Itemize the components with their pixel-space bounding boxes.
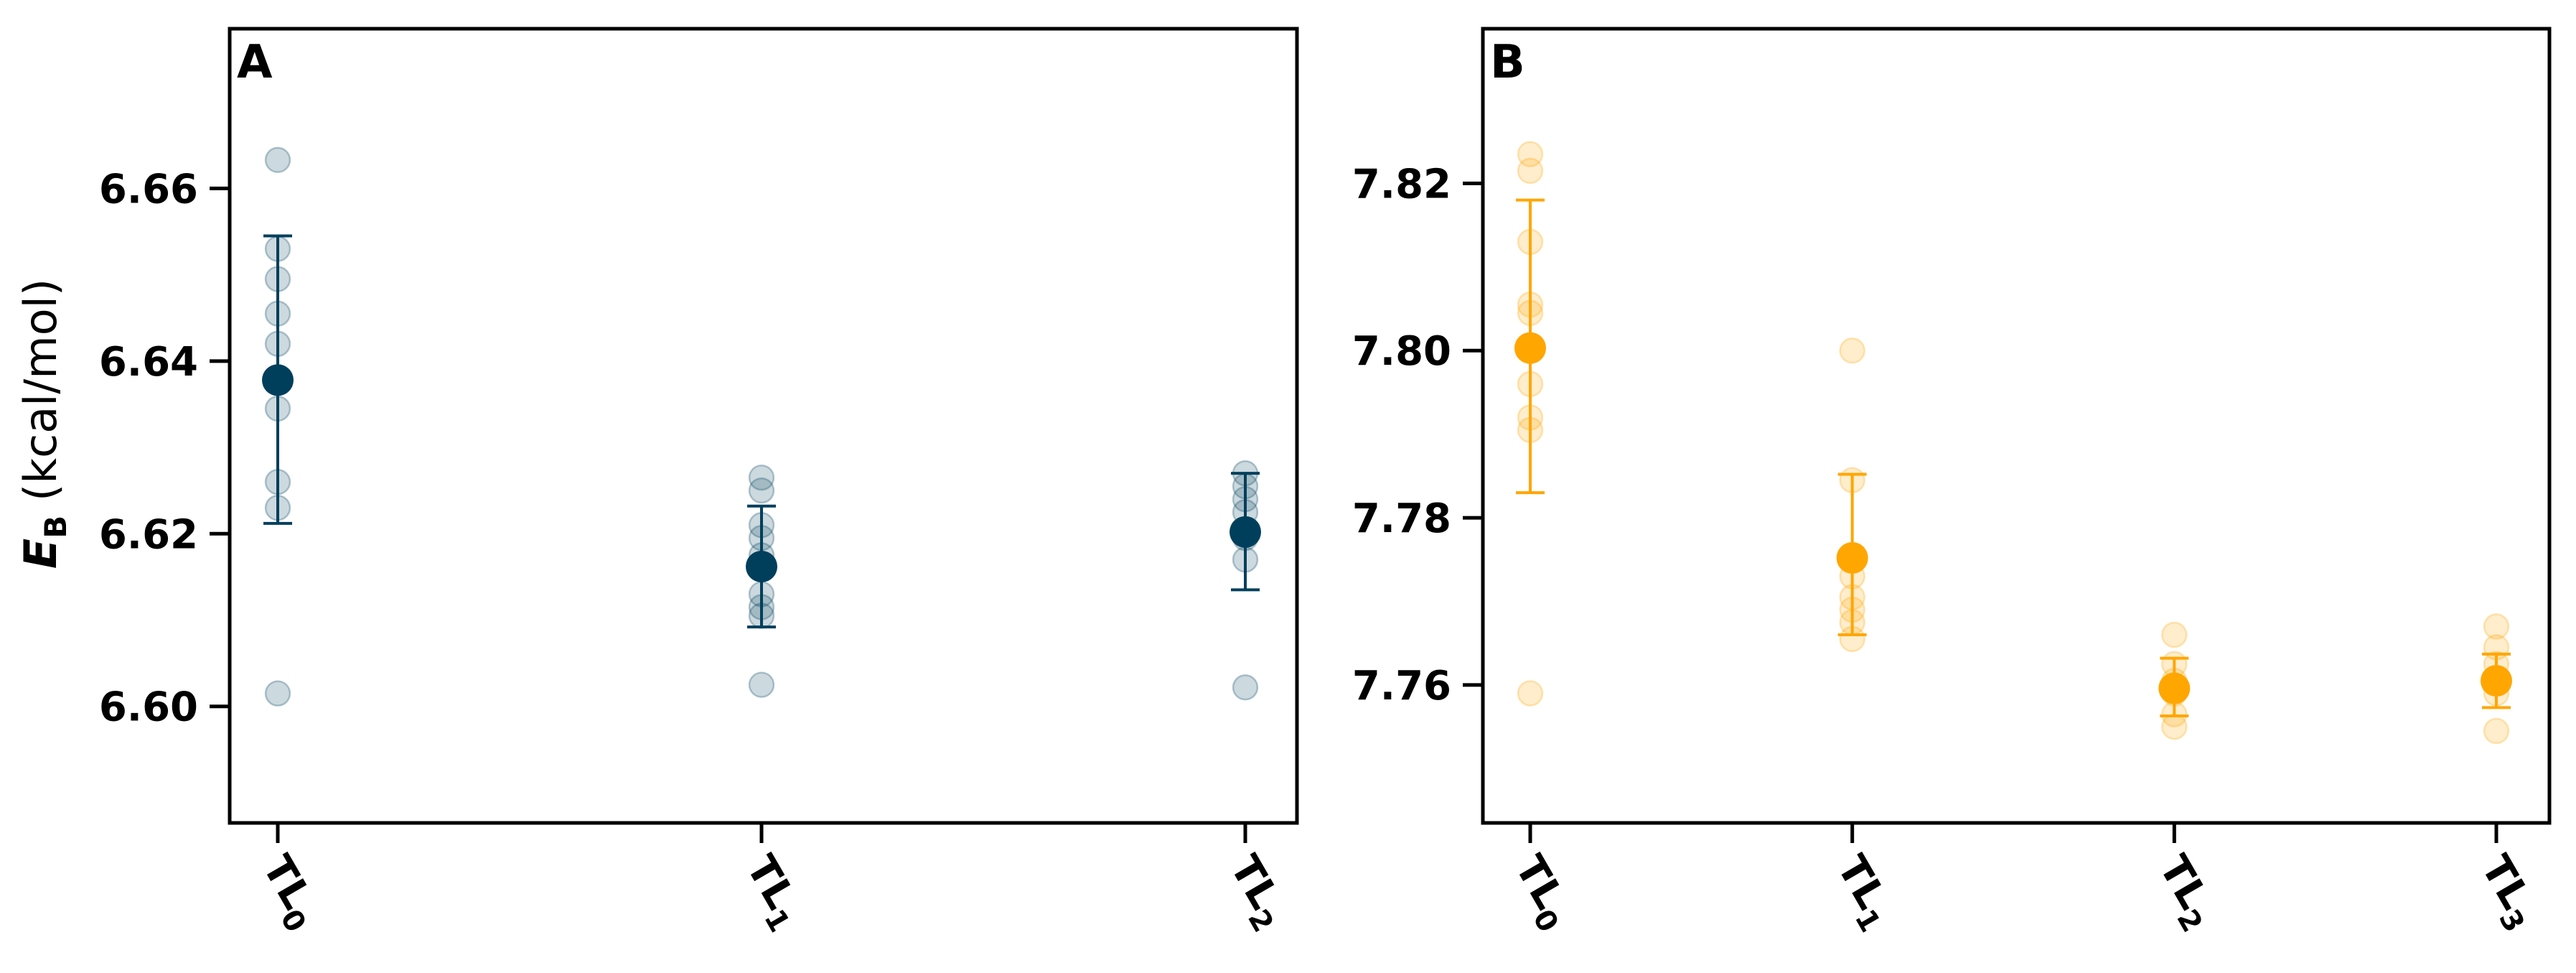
panel-label: B [1490, 36, 1525, 89]
mean-marker [2158, 672, 2191, 704]
x-tick-label: TL1 [1822, 848, 1905, 939]
x-tick-label-base: TL [737, 848, 804, 917]
data-point [1517, 141, 1544, 167]
y-axis-label-unit: (kcal/mol) [14, 279, 67, 516]
panel-a: A 6.60 6.62 6.64 6.66 TL0 TL1 TL2 [99, 27, 1299, 939]
x-tick-label-base: TL [2472, 848, 2539, 917]
y-tick-label: 6.62 [99, 511, 198, 558]
x-tick-label-base: TL [1221, 848, 1288, 917]
y-tick-label: 6.64 [99, 339, 198, 386]
y-tick-label: 6.66 [99, 166, 198, 213]
data-point [1517, 680, 1544, 707]
y-axis-label-subscript: B [38, 516, 73, 539]
x-tick-label: TL2 [1214, 848, 1298, 939]
y-tick-label: 7.76 [1352, 663, 1451, 709]
data-point [1232, 674, 1259, 701]
y-tick-label: 7.80 [1352, 328, 1451, 375]
x-tick-label: TL0 [1499, 848, 1583, 939]
mean-marker [1230, 516, 1261, 548]
y-tick-label: 6.60 [99, 684, 198, 731]
data-point [264, 680, 291, 707]
data-point [748, 477, 775, 504]
x-tick-label-base: TL [1506, 848, 1573, 917]
y-tick-label: 7.78 [1352, 495, 1451, 542]
mean-marker [746, 550, 777, 582]
mean-marker [1514, 332, 1546, 364]
mean-marker [2481, 665, 2512, 697]
mean-marker [262, 364, 294, 396]
data-point [748, 464, 775, 491]
data-point [2161, 621, 2188, 648]
x-tick-label-base: TL [2150, 848, 2216, 917]
x-tick-label: TL2 [2144, 848, 2227, 939]
data-point [1839, 337, 1865, 364]
mean-marker [1836, 541, 1868, 574]
data-point [748, 671, 775, 698]
plot-frame [1481, 27, 2552, 825]
data-point [2483, 613, 2510, 640]
x-tick-label: TL3 [2465, 848, 2549, 939]
data-point [264, 146, 291, 173]
panel-label: A [237, 36, 273, 89]
data-point [2161, 713, 2188, 740]
y-axis-label: EB (kcal/mol) [14, 279, 73, 569]
panel-b: B 7.76 7.78 7.80 7.82 TL0 TL1 TL2 TL3 [1352, 27, 2552, 939]
plot-frame [228, 27, 1299, 825]
y-axis-label-symbol: E [14, 539, 67, 569]
y-tick-label: 7.82 [1352, 161, 1451, 208]
data-point [2483, 717, 2510, 745]
x-tick-label: TL0 [247, 848, 330, 939]
x-tick-label: TL1 [731, 848, 814, 939]
x-tick-label-base: TL [253, 848, 320, 917]
data-point [1517, 157, 1544, 185]
x-tick-label-base: TL [1828, 848, 1895, 917]
